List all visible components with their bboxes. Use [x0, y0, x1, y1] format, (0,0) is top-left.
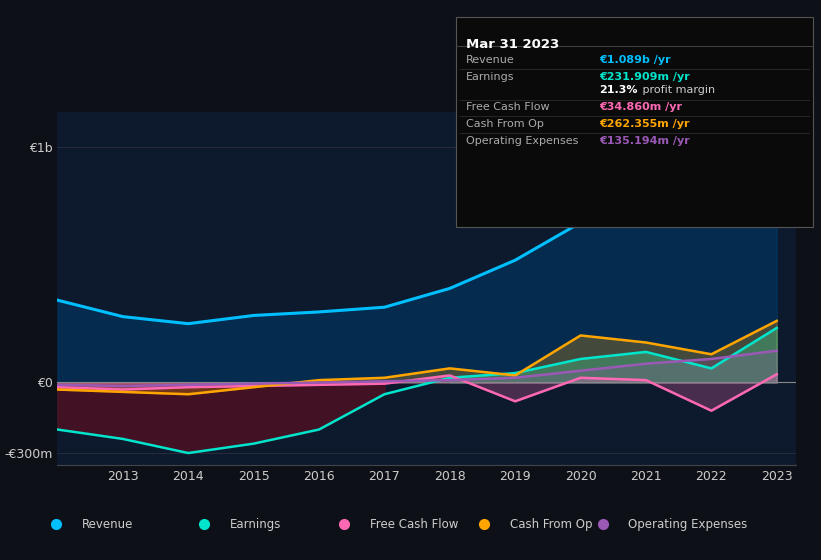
Text: 21.3%: 21.3% [599, 85, 638, 95]
Text: €135.194m /yr: €135.194m /yr [599, 136, 690, 146]
Text: Operating Expenses: Operating Expenses [466, 136, 578, 146]
Text: €1.089b /yr: €1.089b /yr [599, 55, 671, 65]
Text: Cash From Op: Cash From Op [466, 119, 544, 129]
Text: Revenue: Revenue [466, 55, 514, 65]
Text: €231.909m /yr: €231.909m /yr [599, 72, 690, 82]
Text: Operating Expenses: Operating Expenses [629, 517, 748, 531]
Text: Mar 31 2023: Mar 31 2023 [466, 38, 559, 51]
Text: Cash From Op: Cash From Op [511, 517, 593, 531]
Text: Revenue: Revenue [82, 517, 133, 531]
Text: Free Cash Flow: Free Cash Flow [369, 517, 458, 531]
Text: €262.355m /yr: €262.355m /yr [599, 119, 690, 129]
Text: profit margin: profit margin [639, 85, 715, 95]
Text: Earnings: Earnings [230, 517, 281, 531]
Text: Free Cash Flow: Free Cash Flow [466, 102, 549, 112]
Text: Earnings: Earnings [466, 72, 514, 82]
Text: €34.860m /yr: €34.860m /yr [599, 102, 682, 112]
